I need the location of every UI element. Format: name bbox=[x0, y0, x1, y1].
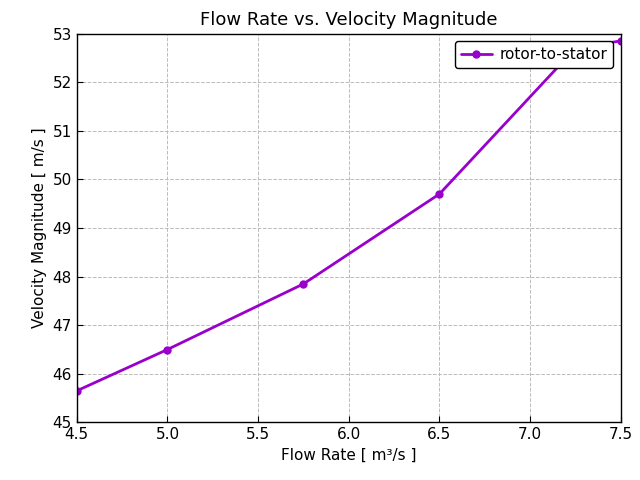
rotor-to-stator bbox=[572, 45, 579, 51]
X-axis label: Flow Rate [ m³/s ]: Flow Rate [ m³/s ] bbox=[281, 448, 417, 463]
Line: rotor-to-stator: rotor-to-stator bbox=[74, 37, 624, 394]
Legend: rotor-to-stator: rotor-to-stator bbox=[455, 41, 613, 69]
rotor-to-stator bbox=[73, 388, 81, 394]
Title: Flow Rate vs. Velocity Magnitude: Flow Rate vs. Velocity Magnitude bbox=[200, 11, 497, 29]
rotor-to-stator bbox=[164, 347, 172, 352]
rotor-to-stator bbox=[300, 281, 307, 287]
rotor-to-stator bbox=[436, 191, 444, 197]
Y-axis label: Velocity Magnitude [ m/s ]: Velocity Magnitude [ m/s ] bbox=[32, 128, 47, 328]
rotor-to-stator bbox=[617, 38, 625, 44]
